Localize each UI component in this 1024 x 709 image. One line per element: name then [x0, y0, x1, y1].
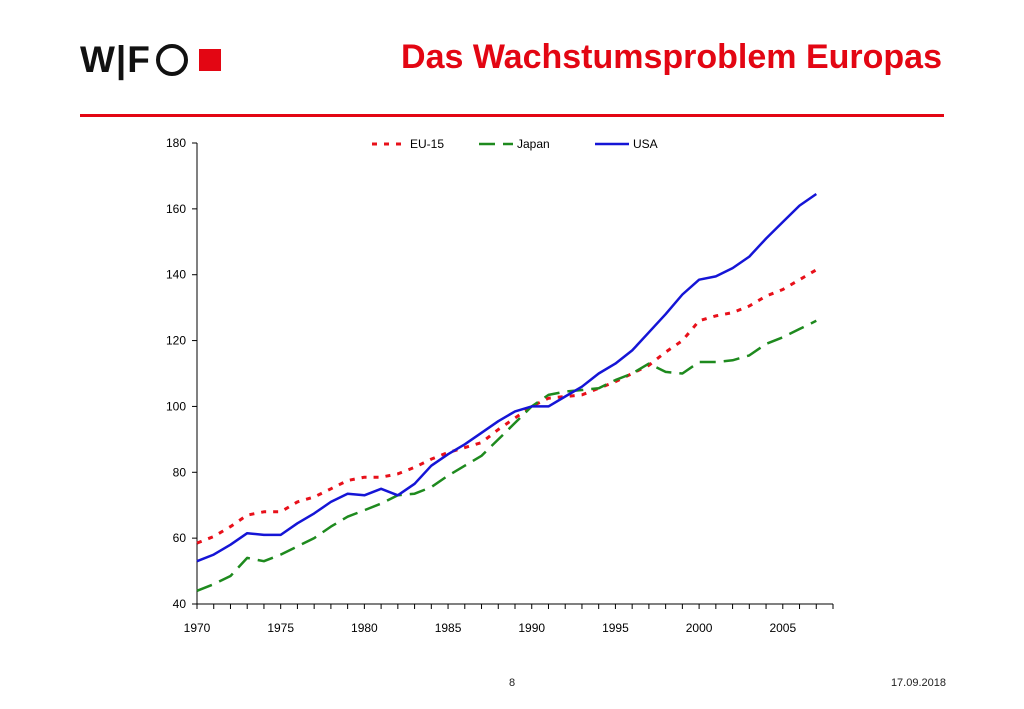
- chart-axes: [196, 143, 833, 605]
- y-tick-label: 120: [166, 334, 186, 348]
- slide-title: Das Wachstumsproblem Europas: [401, 38, 942, 76]
- chart-ticks: 40 60 80 100 120 140 160 180 1970 1975 1980 1985 199…: [166, 136, 834, 635]
- legend-label: Japan: [517, 137, 550, 151]
- logo-square-icon: [198, 49, 221, 71]
- x-tick-label: 2005: [769, 621, 796, 635]
- series-line-japan: [196, 319, 817, 592]
- series-line-eu15: [196, 268, 818, 545]
- series-line-usa: [196, 192, 818, 563]
- x-tick-label: 1970: [184, 621, 211, 635]
- y-tick-label: 60: [173, 531, 187, 545]
- y-tick-label: 80: [173, 465, 187, 479]
- page-number: 8: [508, 677, 516, 689]
- chart-series-lines: [196, 192, 818, 592]
- x-tick-label: 1985: [435, 621, 462, 635]
- x-tick-label: 2000: [686, 621, 713, 635]
- legend-label: EU-15: [410, 137, 444, 151]
- chart-legend: EU-15 Japan USA: [372, 137, 658, 151]
- footer-date: 17.09.2018: [890, 677, 946, 689]
- legend-label: USA: [633, 137, 658, 151]
- y-tick-label: 100: [166, 399, 186, 413]
- y-tick-label: 40: [173, 597, 187, 611]
- y-tick-label: 180: [166, 136, 186, 150]
- y-tick-label: 160: [166, 202, 186, 216]
- title-divider: [80, 114, 944, 117]
- x-tick-label: 1995: [602, 621, 629, 635]
- wifo-logo: W|F: [80, 39, 221, 80]
- x-tick-label: 1990: [518, 621, 545, 635]
- logo-circle-icon: [155, 44, 188, 76]
- logo-wordmark: W|F: [80, 39, 151, 80]
- x-tick-label: 1980: [351, 621, 378, 635]
- y-tick-label: 140: [166, 268, 186, 282]
- x-tick-label: 1975: [267, 621, 294, 635]
